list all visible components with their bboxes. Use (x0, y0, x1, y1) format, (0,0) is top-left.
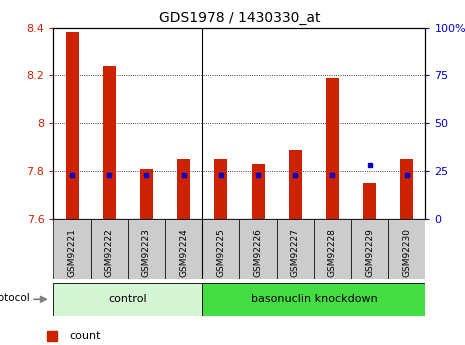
Text: control: control (108, 294, 147, 304)
Text: GSM92221: GSM92221 (67, 228, 77, 277)
Bar (53, 283, 202, 316)
Bar (289, 150, 302, 219)
Bar (53, 219, 91, 279)
Bar (140, 169, 153, 219)
Text: GSM92229: GSM92229 (365, 228, 374, 277)
Bar (66, 32, 79, 219)
Text: GSM92222: GSM92222 (105, 228, 114, 277)
Bar (363, 183, 376, 219)
Bar (165, 219, 202, 279)
Text: GSM92225: GSM92225 (216, 228, 226, 277)
Bar (202, 219, 239, 279)
Bar (388, 219, 425, 279)
Text: basonuclin knockdown: basonuclin knockdown (251, 294, 377, 304)
Bar (400, 159, 413, 219)
Text: count: count (69, 331, 100, 341)
Bar (314, 219, 351, 279)
Text: GSM92230: GSM92230 (402, 228, 412, 277)
Text: GSM92228: GSM92228 (328, 228, 337, 277)
Bar (128, 219, 165, 279)
Bar (91, 219, 128, 279)
Bar (252, 164, 265, 219)
Bar (177, 159, 190, 219)
Text: GSM92223: GSM92223 (142, 228, 151, 277)
Bar (103, 66, 116, 219)
Bar (214, 159, 227, 219)
Bar (202, 283, 425, 316)
Bar (239, 219, 277, 279)
Title: GDS1978 / 1430330_at: GDS1978 / 1430330_at (159, 11, 320, 25)
Text: GSM92224: GSM92224 (179, 228, 188, 277)
Bar (351, 219, 388, 279)
Text: GSM92226: GSM92226 (253, 228, 263, 277)
Text: GSM92227: GSM92227 (291, 228, 300, 277)
Bar (277, 219, 314, 279)
Bar (326, 78, 339, 219)
Text: protocol: protocol (0, 293, 29, 303)
